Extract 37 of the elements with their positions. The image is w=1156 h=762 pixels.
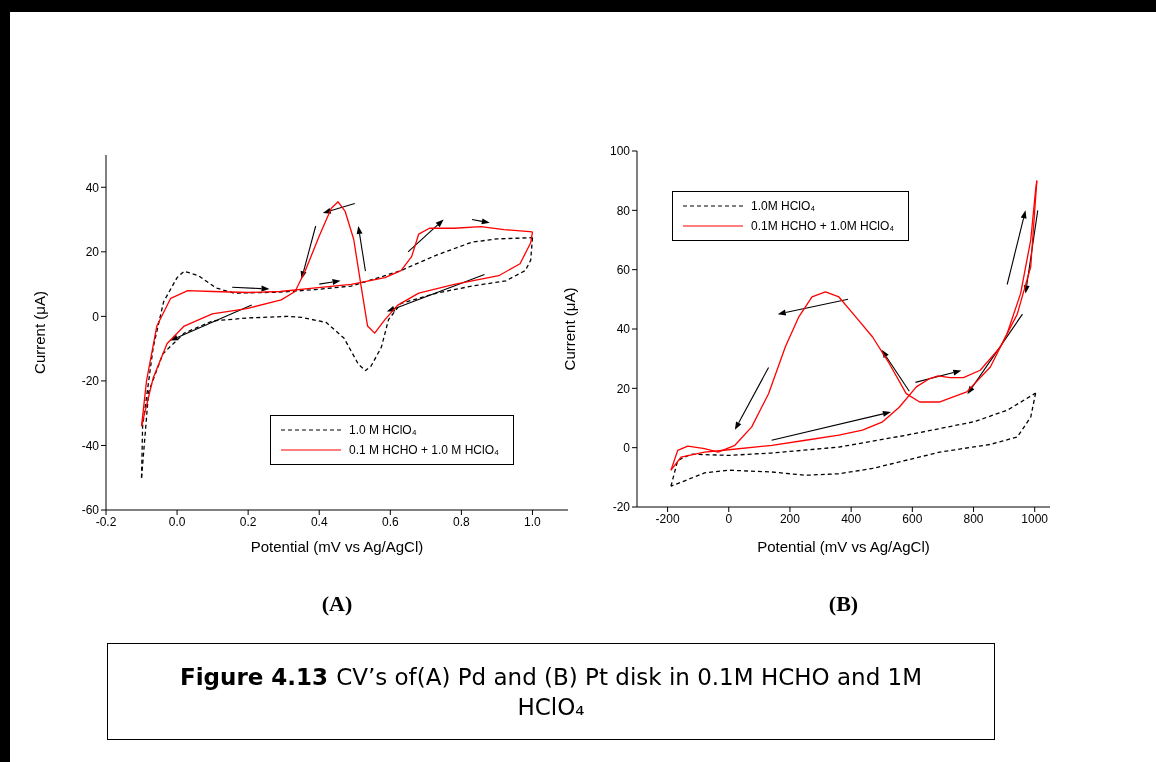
- legend-label: 1.0M HClO₄: [751, 198, 816, 215]
- x-tick-label: 200: [779, 511, 801, 526]
- caption: Figure 4.13: [179, 663, 330, 690]
- text: (B): [827, 591, 860, 617]
- y-tick-label: 80: [616, 203, 631, 218]
- y-tick-label: 40: [85, 180, 100, 195]
- y-tick-label: 20: [616, 381, 631, 396]
- y-tick-label: 60: [616, 262, 631, 277]
- x-tick-label: -200: [655, 511, 680, 526]
- legend-label: 1.0 M HClO₄: [349, 422, 417, 439]
- x-tick-label: 0.8: [453, 514, 471, 529]
- y-tick-label: 0: [623, 440, 631, 455]
- x-axis-title: Potential (mV vs Ag/AgCl): [249, 538, 425, 555]
- x-tick-label: 0.4: [310, 514, 328, 529]
- y-tick-label: -20: [612, 500, 631, 515]
- x-tick-label: 0.0: [168, 514, 186, 529]
- y-tick-label: 20: [85, 245, 100, 260]
- y-axis-title: Current (μA): [561, 287, 579, 371]
- x-axis-title: Potential (mV vs Ag/AgCl): [756, 538, 931, 555]
- y-tick-label: 100: [609, 144, 631, 159]
- x-tick-label: 1.0: [524, 514, 542, 529]
- legend-label: 0.1 M HCHO + 1.0 M HClO₄: [349, 442, 499, 459]
- x-tick-label: 0: [725, 511, 733, 526]
- x-tick-label: 0.2: [239, 514, 257, 529]
- y-axis-title: Current (μA): [31, 291, 49, 374]
- y-tick-label: -40: [81, 438, 100, 453]
- x-tick-label: 1000: [1021, 511, 1049, 526]
- y-tick-label: 0: [92, 309, 100, 324]
- x-tick-label: 0.6: [381, 514, 399, 529]
- legend-label: 0.1M HCHO + 1.0M HClO₄: [751, 218, 895, 235]
- x-tick-label: 600: [902, 511, 923, 526]
- text: CV’s of(A) Pd and (B) Pt disk in 0.1M HCHO and 1M HClO₄: [336, 663, 923, 720]
- text: (A): [320, 591, 354, 617]
- y-tick-label: -20: [81, 374, 100, 389]
- y-tick-label: 40: [616, 322, 631, 337]
- x-tick-label: 800: [963, 511, 984, 526]
- x-tick-label: 400: [841, 511, 862, 526]
